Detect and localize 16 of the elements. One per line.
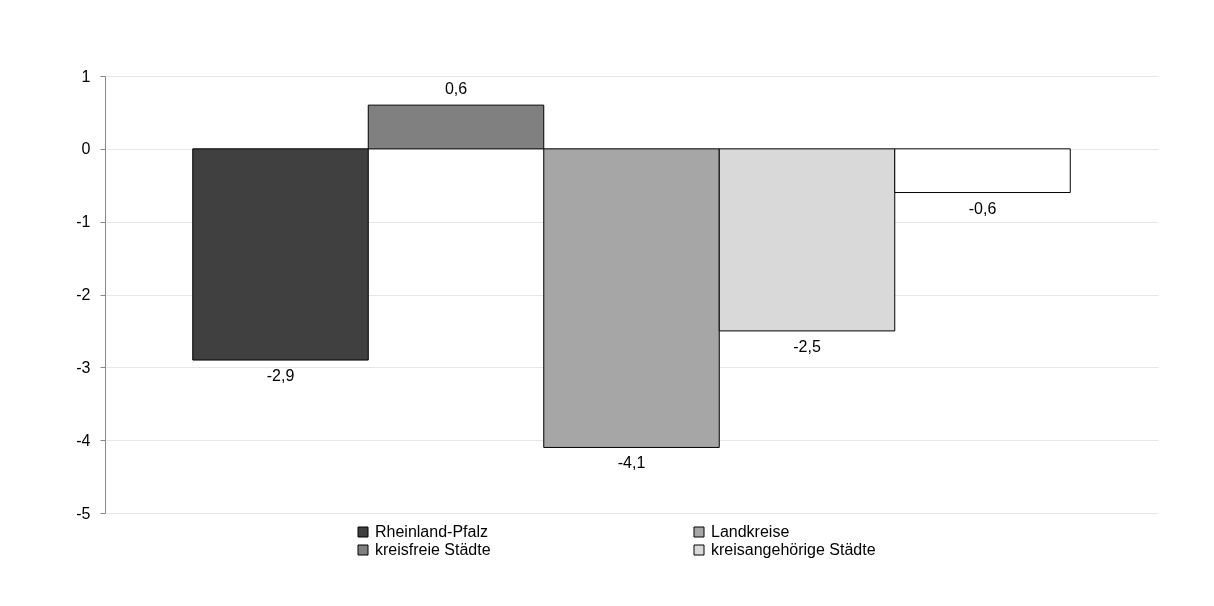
data-label: -0,6	[968, 199, 997, 217]
data-label: -2,9	[266, 367, 295, 385]
legend-label: Landkreise	[711, 523, 790, 540]
legend-label: kreisangehörige Städte	[711, 541, 876, 558]
y-tick-label: -1	[76, 213, 91, 231]
y-tick-label: -3	[76, 358, 91, 376]
y-tick-label: 0	[81, 140, 91, 158]
y-tick-label: -2	[76, 286, 91, 303]
y-tick-label: -5	[76, 504, 91, 522]
legend-label: Rheinland-Pfalz	[375, 523, 488, 540]
y-tick-label: 1	[81, 67, 91, 85]
legend-label: kreisfreie Städte	[375, 541, 491, 558]
data-label: 0,6	[444, 80, 468, 98]
y-tick-label: -4	[76, 431, 91, 449]
data-label: -4,1	[617, 454, 646, 472]
data-label: -2,5	[793, 337, 821, 355]
